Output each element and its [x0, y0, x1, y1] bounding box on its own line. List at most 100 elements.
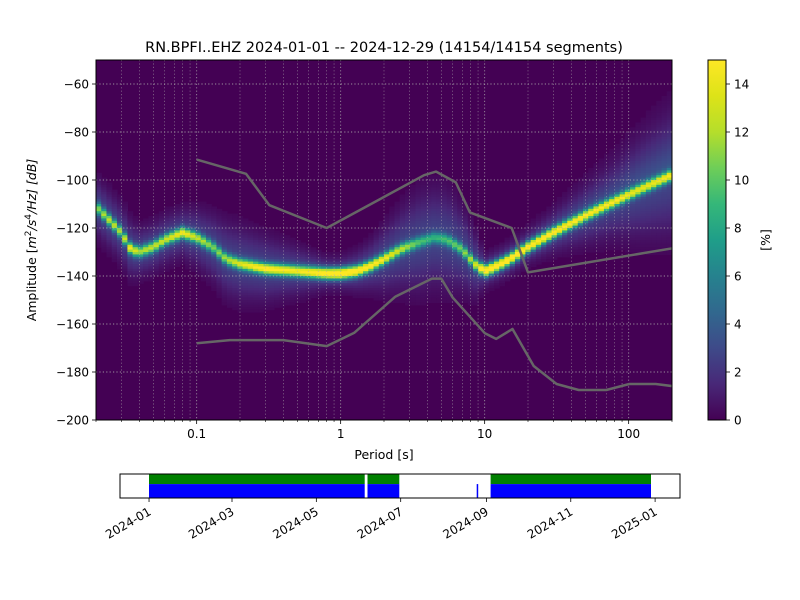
- heatmap-cell: [211, 235, 218, 239]
- heatmap-cell: [342, 278, 348, 282]
- heatmap-cell: [666, 206, 672, 210]
- heatmap-cell: [645, 199, 652, 203]
- heatmap-cell: [132, 249, 139, 253]
- heatmap-cell: [514, 254, 521, 258]
- heatmap-cell: [614, 211, 621, 215]
- heatmap-cell: [116, 206, 123, 210]
- heatmap-cell: [247, 235, 254, 239]
- heatmap-cell: [462, 278, 469, 282]
- heatmap-cell: [242, 240, 249, 243]
- heatmap-cell: [336, 259, 343, 263]
- heatmap-cell: [247, 273, 254, 277]
- heatmap-cell: [473, 240, 479, 243]
- heatmap-cell: [363, 268, 369, 272]
- heatmap-cell: [253, 302, 259, 306]
- heatmap-cell: [462, 268, 469, 272]
- heatmap-cell: [630, 141, 636, 145]
- heatmap-cell: [619, 196, 626, 200]
- heatmap-cell: [603, 182, 610, 186]
- heatmap-cell: [326, 278, 333, 282]
- heatmap-cell: [635, 153, 642, 157]
- heatmap-cell: [582, 247, 589, 251]
- heatmap-cell: [504, 252, 511, 255]
- heatmap-cell: [158, 220, 165, 224]
- heatmap-cell: [284, 249, 291, 253]
- heatmap-cell: [247, 252, 254, 255]
- heatmap-cell: [357, 247, 364, 251]
- heatmap-cell: [630, 134, 636, 138]
- heatmap-cell: [630, 228, 636, 231]
- heatmap-cell: [661, 120, 668, 123]
- heatmap-cell: [185, 206, 191, 210]
- heatmap-cell: [420, 290, 427, 294]
- heatmap-cell: [289, 297, 296, 301]
- heatmap-cell: [420, 273, 427, 277]
- heatmap-cell: [258, 249, 265, 253]
- heatmap-cell: [431, 242, 437, 246]
- heatmap-cell: [352, 271, 359, 275]
- heatmap-cell: [666, 242, 672, 246]
- heatmap-cell: [431, 280, 437, 284]
- heatmap-cell: [268, 240, 275, 243]
- heatmap-cell: [216, 295, 223, 299]
- heatmap-cell: [556, 201, 563, 205]
- heatmap-cell: [572, 240, 579, 243]
- heatmap-cell: [132, 268, 139, 272]
- heatmap-cell: [148, 220, 155, 224]
- heatmap-cell: [425, 285, 432, 289]
- heatmap-cell: [389, 300, 396, 303]
- heatmap-cell: [577, 192, 584, 195]
- heatmap-cell: [640, 117, 647, 121]
- heatmap-cell: [431, 292, 437, 296]
- heatmap-cell: [661, 136, 668, 140]
- heatmap-cell: [221, 256, 228, 260]
- heatmap-cell: [640, 223, 647, 227]
- heatmap-cell: [452, 220, 458, 224]
- heatmap-cell: [242, 300, 249, 303]
- heatmap-cell: [357, 271, 364, 275]
- heatmap-cell: [651, 134, 657, 138]
- heatmap-cell: [342, 249, 348, 253]
- heatmap-cell: [284, 240, 291, 243]
- heatmap-cell: [603, 216, 610, 219]
- heatmap-cell: [577, 220, 584, 224]
- heatmap-cell: [127, 249, 134, 253]
- heatmap-cell: [384, 218, 390, 222]
- heatmap-cell: [635, 196, 642, 200]
- heatmap-cell: [656, 211, 663, 215]
- heatmap-cell: [651, 206, 657, 210]
- heatmap-cell: [101, 232, 108, 236]
- heatmap-cell: [473, 290, 479, 294]
- heatmap-cell: [635, 242, 642, 246]
- heatmap-cell: [425, 290, 432, 294]
- heatmap-cell: [425, 264, 432, 267]
- heatmap-cell: [221, 295, 228, 299]
- heatmap-cell: [462, 261, 469, 265]
- heatmap-cell: [446, 232, 453, 236]
- heatmap-cell: [598, 201, 605, 205]
- heatmap-cell: [457, 194, 464, 198]
- heatmap-cell: [143, 273, 149, 277]
- heatmap-cell: [603, 240, 610, 243]
- heatmap-cell: [226, 223, 233, 227]
- heatmap-cell: [410, 189, 417, 193]
- heatmap-cell: [415, 230, 422, 234]
- heatmap-cell: [394, 297, 401, 301]
- heatmap-cell: [232, 280, 238, 284]
- heatmap-cell: [546, 208, 553, 212]
- heatmap-cell: [525, 225, 532, 229]
- heatmap-cell: [226, 304, 233, 308]
- heatmap-cell: [588, 204, 595, 207]
- heatmap-cell: [221, 273, 228, 277]
- heatmap-cell: [457, 242, 464, 246]
- heatmap-cell: [268, 304, 275, 308]
- heatmap-cell: [457, 206, 464, 210]
- heatmap-cell: [567, 192, 574, 195]
- heatmap-cell: [572, 230, 579, 234]
- heatmap-cell: [635, 144, 642, 147]
- heatmap-cell: [410, 278, 417, 282]
- heatmap-cell: [619, 201, 626, 205]
- heatmap-cell: [116, 211, 123, 215]
- heatmap-cell: [441, 249, 448, 253]
- heatmap-cell: [195, 213, 202, 217]
